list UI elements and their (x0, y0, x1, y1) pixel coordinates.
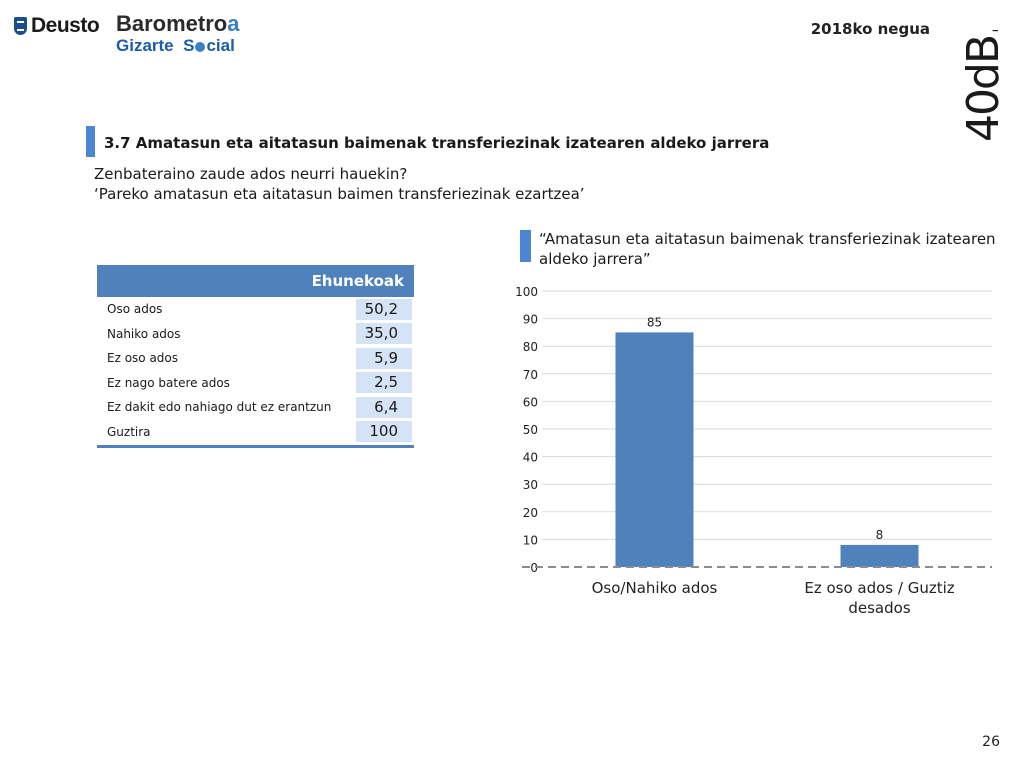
row-value: 5,9 (356, 347, 412, 369)
row-label: Oso ados (107, 302, 163, 317)
x-category-label: desados (848, 599, 910, 617)
table-row: Ez dakit edo nahiago dut ez erantzun 6,4 (97, 395, 414, 420)
deusto-wordmark: Deusto (31, 14, 100, 37)
table-row: Ez oso ados 5,9 (97, 346, 414, 371)
brand-40db-logo: 40dB. (950, 24, 1020, 150)
bar-chart: 0 10 20 30 40 50 60 70 80 90 100 85 Oso/Nahiko ados 8… (515, 285, 992, 617)
y-tick-label: 50 (523, 423, 538, 437)
bar (840, 544, 919, 567)
bar-value-label: 85 (647, 315, 662, 329)
question-line-1: Zenbateraino zaude ados neurri hauekin? (94, 165, 408, 183)
y-tick-label: 100 (515, 285, 538, 299)
table-bottom-rule (97, 445, 414, 448)
y-tick-label: 90 (523, 313, 538, 327)
row-label: Ez dakit edo nahiago dut ez erantzun (107, 400, 332, 415)
y-tick-label: 60 (523, 395, 538, 409)
chart-title: “Amatasun eta aitatasun baimenak transfe… (539, 230, 996, 268)
barometer-sub-word2-end: cial (206, 36, 235, 55)
row-label: Ez oso ados (107, 351, 179, 366)
deusto-logo: Deusto (14, 14, 100, 38)
row-label: Ez nago batere ados (107, 375, 230, 390)
y-tick-label: 0 (530, 561, 538, 575)
chart-accent-bar (520, 230, 531, 262)
table-row: Guztira 100 (97, 420, 414, 445)
barometer-title: Barometroa (116, 12, 240, 36)
date-label: 2018ko negua (810, 20, 930, 38)
y-tick-label: 40 (523, 451, 538, 465)
deusto-shield-icon (14, 17, 27, 35)
table-header: Ehunekoak (97, 265, 414, 297)
row-value: 2,5 (356, 372, 412, 394)
question-line-2: ‘Pareko amatasun eta aitatasun baimen tr… (94, 185, 585, 203)
percent-table: Ehunekoak Oso ados 50,2 Nahiko ados 35,0… (97, 265, 414, 448)
row-label: Guztira (107, 424, 151, 439)
table-row: Oso ados 50,2 (97, 297, 414, 322)
barometer-dot-icon (195, 42, 206, 52)
barometer-sub-word1: Gizarte (116, 36, 174, 55)
row-label: Nahiko ados (107, 326, 181, 341)
table-row: Ez nago batere ados 2,5 (97, 371, 414, 396)
barometer-sub-word2-start: S (183, 36, 195, 55)
row-value: 50,2 (356, 298, 412, 320)
x-category-label: Ez oso ados / Guztiz (804, 579, 954, 597)
table-row: Nahiko ados 35,0 (97, 322, 414, 347)
row-value: 100 (356, 421, 412, 443)
bar (615, 332, 694, 567)
page-number: 26 (982, 734, 1000, 750)
section-accent-bar (86, 126, 95, 157)
y-tick-label: 20 (523, 506, 538, 520)
y-tick-label: 10 (523, 533, 538, 547)
x-category-label: Oso/Nahiko ados (592, 579, 718, 597)
question-text: Zenbateraino zaude ados neurri hauekin? … (94, 164, 585, 204)
y-tick-label: 30 (523, 478, 538, 492)
barometer-title-main: Barometro (116, 11, 228, 36)
brand-40db-text: 40dB. (958, 30, 1009, 142)
section-title: 3.7 Amatasun eta aitatasun baimenak tran… (104, 134, 770, 152)
row-value: 35,0 (356, 323, 412, 345)
row-value: 6,4 (356, 396, 412, 418)
y-tick-label: 70 (523, 368, 538, 382)
barometer-title-accent: a (227, 11, 240, 36)
y-tick-label: 80 (523, 340, 538, 354)
bar-value-label: 8 (876, 528, 884, 542)
